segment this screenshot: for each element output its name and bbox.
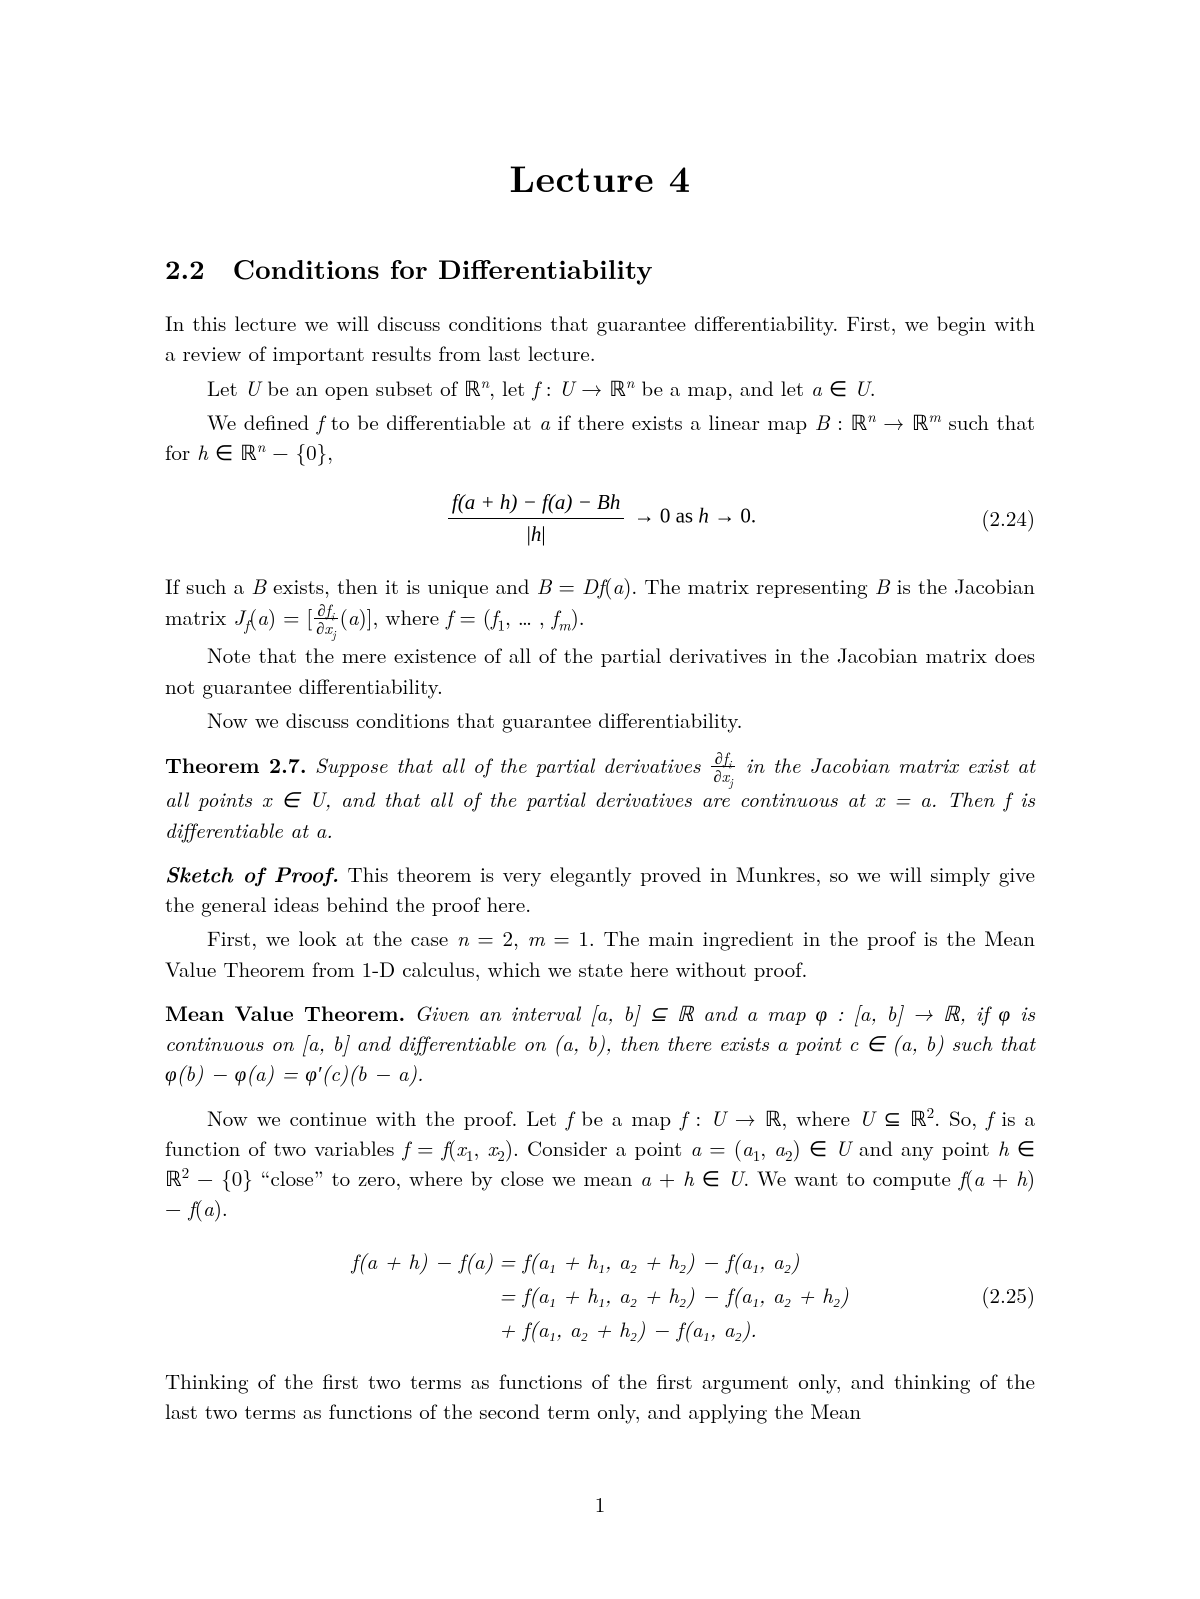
theorem-label: Theorem 2.7. [165,750,307,780]
equation-2-25: f(a + h) − f(a) = f(a₁ + h₁, a₂ + h₂) − … [165,1246,1035,1345]
eq224-tag: (2.24) [981,503,1035,533]
eq224-numerator: f(a + h) − f(a) − Bh [452,490,620,514]
sketch-paragraph-2: First, we look at the case n = 2, m = 1.… [165,923,1035,983]
lecture-title: Lecture 4 [165,150,1035,203]
closing-paragraph: Thinking of the first two terms as funct… [165,1366,1035,1426]
eq225-lhs: f(a + h) − f(a) [351,1246,493,1276]
eq225-tag: (2.25) [981,1280,1035,1310]
eq224-tail: → 0 as h → 0. [634,504,757,528]
mean-value-theorem: Mean Value Theorem. Given an interval [a… [165,998,1035,1089]
jacobian-paragraph: If such a B exists, then it is unique an… [165,571,1035,637]
lead-paragraph: Now we discuss conditions that guarantee… [165,705,1035,735]
equation-2-24: f(a + h) − f(a) − Bh |h| → 0 as h → 0. (… [165,487,1035,548]
note-paragraph: Note that the mere existence of all of t… [165,640,1035,700]
mvt-label: Mean Value Theorem. [165,998,405,1028]
section-heading: 2.2 Conditions for Differentiability [165,249,1035,288]
eq225-rhs3: + f(a₁, a₂ + h₂) − f(a₁, a₂). [499,1314,757,1344]
sketch-label: Sketch of Proof. [165,859,339,889]
theorem-2-7: Theorem 2.7. Suppose that all of the par… [165,749,1035,845]
page-number: 1 [165,1489,1035,1519]
proof-continue-paragraph: Now we continue with the proof. Let f be… [165,1103,1035,1224]
sketch-of-proof: Sketch of Proof. This theorem is very el… [165,859,1035,984]
section-title: Conditions for Differentiability [233,248,653,287]
eq225-rhs2: = f(a₁ + h₁, a₂ + h₂) − f(a₁, a₂ + h₂) [499,1280,849,1310]
setup-paragraph: Let U be an open subset of ℝn, let f : U… [165,373,1035,403]
eq225-rhs1: = f(a₁ + h₁, a₂ + h₂) − f(a₁, a₂) [499,1246,799,1276]
eq224-denominator: |h| [448,518,624,549]
intro-paragraph: In this lecture we will discuss conditio… [165,308,1035,368]
definition-paragraph: We defined f to be differentiable at a i… [165,407,1035,467]
section-number: 2.2 [165,248,205,287]
